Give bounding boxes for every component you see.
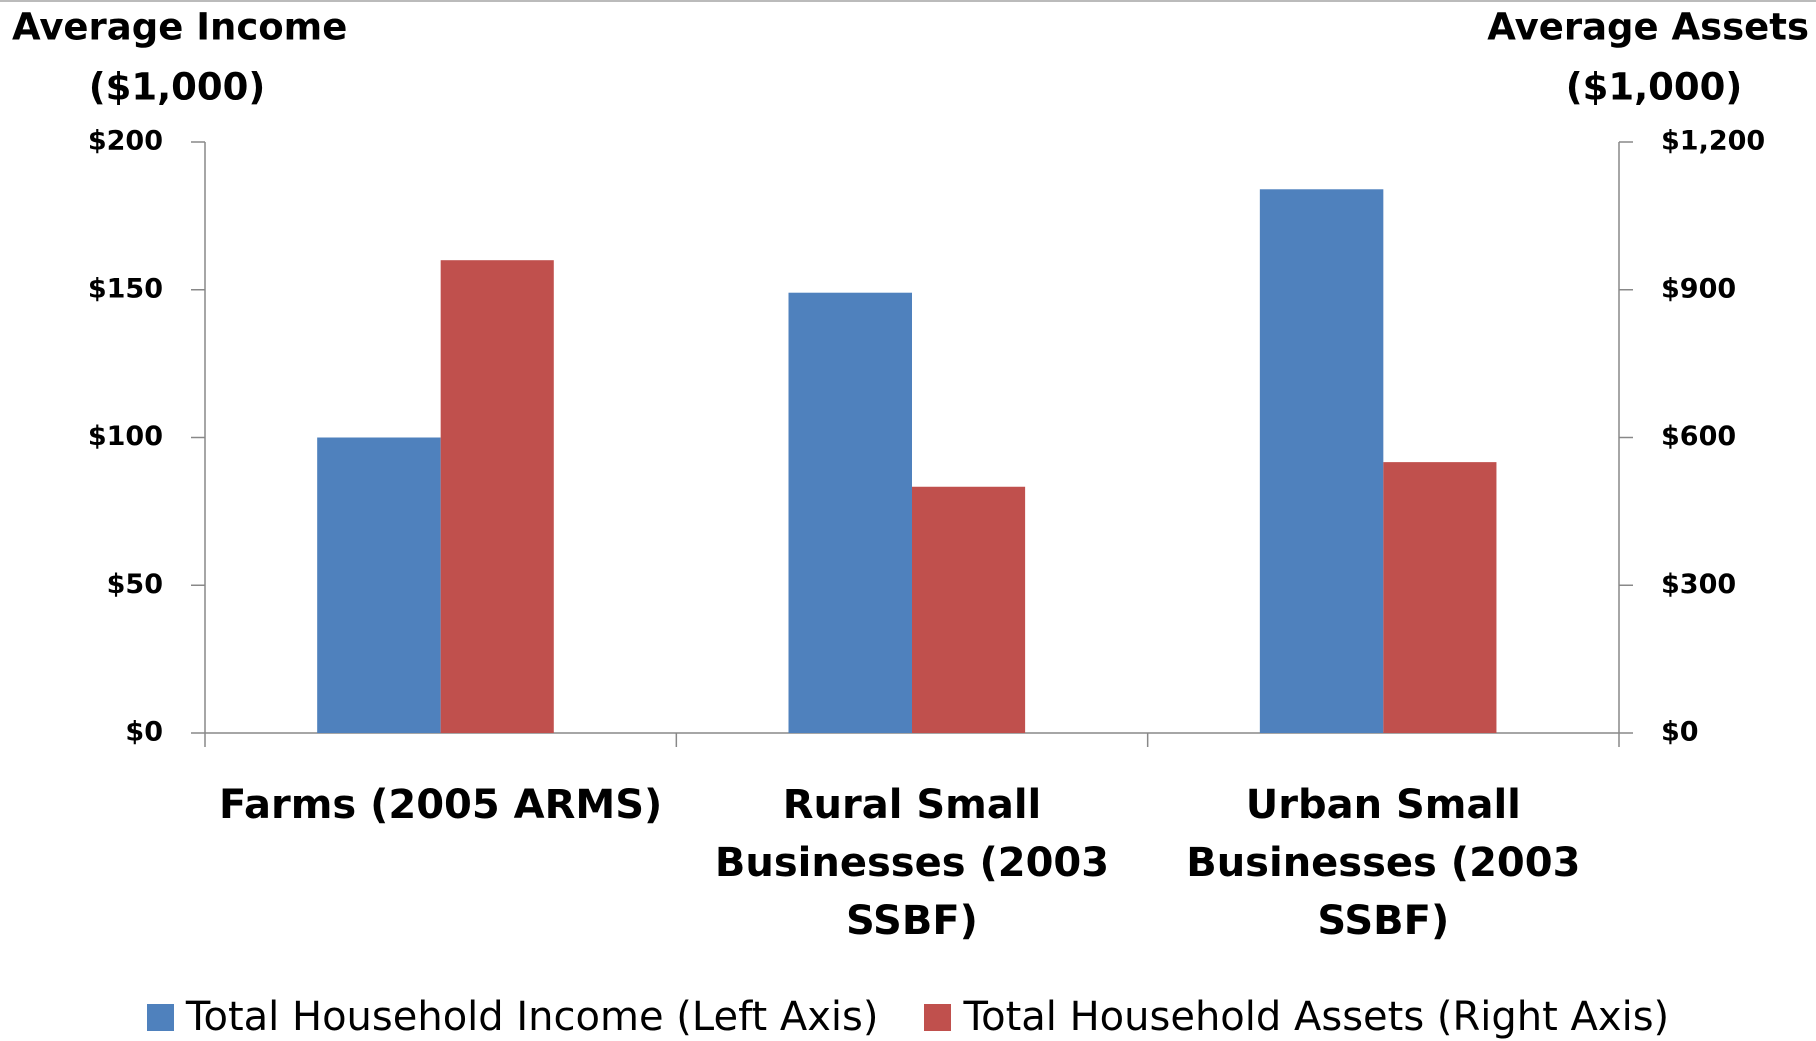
bar — [440, 260, 554, 733]
y2-axis-title: ($1,000) — [1566, 66, 1743, 109]
y2-tick-label: $300 — [1661, 569, 1736, 600]
y-tick-label: $200 — [88, 126, 163, 157]
y-tick-label: $100 — [88, 421, 163, 452]
bar — [1259, 189, 1384, 733]
bar — [1383, 462, 1497, 733]
legend-swatch — [146, 1003, 174, 1031]
x-tick-label: Farms (2005 ARMS) — [219, 782, 663, 828]
legend-label: Total Household Income (Left Axis) — [185, 994, 879, 1040]
y-axis-title: ($1,000) — [89, 66, 266, 109]
legend-item: Total Household Assets (Right Axis) — [924, 994, 1669, 1040]
legend: Total Household Income (Left Axis) Total … — [0, 994, 1816, 1040]
y2-tick-label: $1,200 — [1661, 126, 1765, 157]
y-tick-label: $50 — [107, 569, 163, 600]
x-tick-label: Urban Small Businesses (2003 SSBF) — [1186, 782, 1581, 944]
bar — [788, 292, 912, 733]
x-tick-label: Rural Small Businesses (2003 SSBF) — [714, 782, 1110, 944]
legend-swatch — [924, 1003, 952, 1031]
y2-tick-label: $900 — [1661, 273, 1736, 304]
y2-tick-label: $0 — [1661, 717, 1699, 748]
y2-tick-label: $600 — [1661, 421, 1736, 452]
y2-axis-title: Average Assets — [1487, 6, 1809, 49]
legend-label: Total Household Assets (Right Axis) — [963, 994, 1670, 1040]
y-tick-label: $0 — [125, 717, 163, 748]
bar — [912, 486, 1026, 733]
bar — [317, 437, 441, 733]
y-tick-label: $150 — [88, 273, 163, 304]
legend-item: Total Household Income (Left Axis) — [146, 994, 879, 1040]
y-axis-title: Average Income — [12, 6, 347, 49]
